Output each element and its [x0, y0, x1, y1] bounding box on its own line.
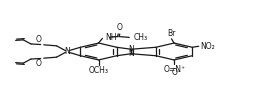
Text: NH: NH [105, 33, 116, 42]
Text: N: N [128, 49, 134, 58]
Text: O⁻: O⁻ [171, 68, 181, 77]
Text: OCH₃: OCH₃ [89, 66, 109, 75]
Text: O=N⁺: O=N⁺ [164, 65, 186, 74]
Text: Br: Br [167, 29, 176, 38]
Text: NO₂: NO₂ [200, 42, 215, 51]
Text: O: O [36, 35, 42, 44]
Text: CH₃: CH₃ [134, 33, 148, 42]
Text: N: N [64, 47, 70, 56]
Text: O: O [117, 23, 123, 32]
Text: N: N [128, 45, 134, 54]
Text: O: O [36, 59, 42, 68]
